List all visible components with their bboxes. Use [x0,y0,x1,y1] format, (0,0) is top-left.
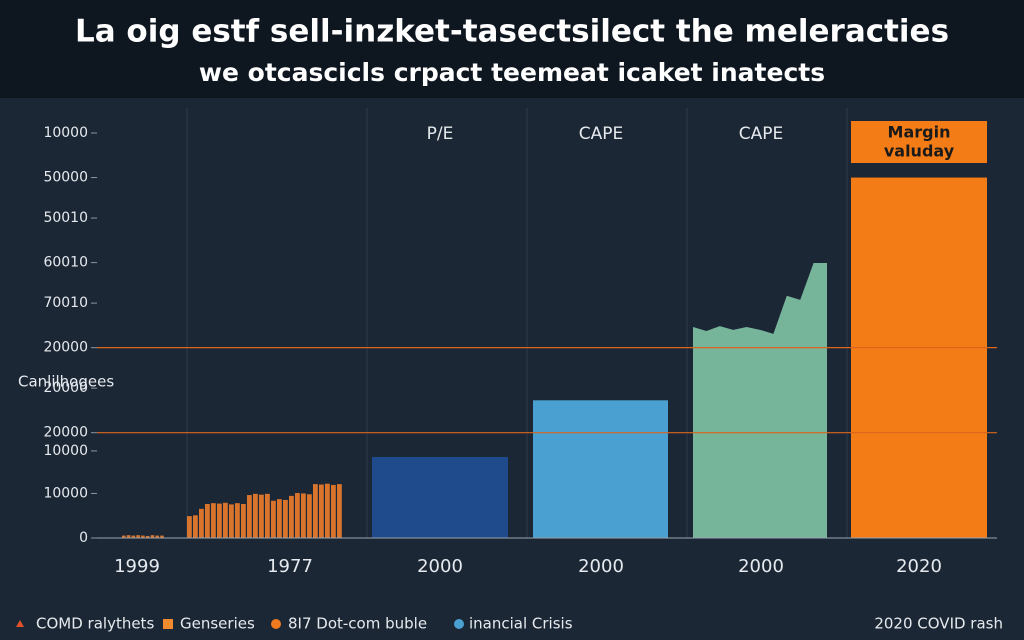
bar-rib [150,535,155,538]
x-tick-label: 2020 [896,556,942,577]
bar-rib [193,515,198,538]
bar-rib [187,516,192,538]
bar-rib [122,535,126,538]
bar-rib [331,484,336,538]
bar-rib [319,484,324,538]
bar [533,400,668,538]
y-tick-label: 50010 [43,210,88,226]
bar-rib [283,499,288,538]
annotation-text: Margin [888,123,951,142]
bar-rib [337,484,342,538]
bar-rib [325,483,330,538]
legend-marker [454,619,464,629]
column-label: CAPE [739,124,784,144]
bar-rib [217,503,222,538]
bar-rib [229,504,234,538]
bar-rib [145,535,150,538]
bar-rib [136,535,140,538]
y-tick-label: 20000 [43,425,88,441]
header-band [0,0,1024,98]
x-tick-label: 1977 [267,556,313,577]
area [693,263,827,538]
bar-rib [265,493,270,538]
column-label: CAPE [579,124,624,144]
x-tick-label: 2000 [578,556,624,577]
legend-label: 8I7 Dot-com buble [288,615,427,633]
legend-label: 2020 COVID rash [874,615,1003,633]
legend-label: COMD ralythets [36,615,154,633]
bar-rib [313,484,318,538]
bar-rib [301,493,306,538]
legend-label: inancial Crisis [469,615,573,633]
bar-rib [235,503,240,538]
bar-rib [205,503,210,538]
chart-subtitle: we otcascicls crpact teemeat icaket inat… [199,58,825,87]
bar-rib [277,499,282,538]
bar-rib [289,495,294,538]
bar-rib [253,493,258,538]
legend-marker [271,619,281,629]
bar-rib [160,535,164,538]
y-axis-label: Canlilhogees [18,373,114,391]
x-tick-label: 2000 [738,556,784,577]
bar-rib [155,535,160,538]
y-tick-label: 20000 [43,340,88,356]
y-tick-label: 60010 [43,255,88,271]
legend-label: Genseries [180,615,255,633]
bar-rib [126,535,131,538]
bar-rib [247,495,252,538]
chart-title: La oig estf sell-inzket-tasectsilect the… [75,14,949,50]
y-tick-label: 70010 [43,295,88,311]
bar-rib [131,535,136,538]
bar-rib [199,508,204,538]
y-tick-label: 20000 [43,380,88,396]
bar-rib [211,503,216,538]
y-tick-label: 10000 [43,443,88,459]
bar-rib [295,493,300,538]
bar-rib [259,494,264,538]
annotation-text: valuday [884,142,955,161]
legend-marker [16,620,24,627]
bar-rib [307,494,312,538]
y-tick-label: 10000 [43,485,88,501]
annotation-box [851,121,987,163]
y-tick-label: 0 [79,530,88,546]
x-tick-label: 2000 [417,556,463,577]
y-tick-label: 10000 [43,125,88,141]
x-tick-label: 1999 [114,556,160,577]
column-label: P/E [427,124,454,144]
legend-marker [163,619,173,629]
bar-rib [241,503,246,538]
bar-rib [223,502,228,538]
bar-rib [141,535,145,538]
bar [851,177,987,539]
bar-rib [271,500,276,538]
y-tick-label: 50000 [43,170,88,186]
bar [372,457,508,538]
